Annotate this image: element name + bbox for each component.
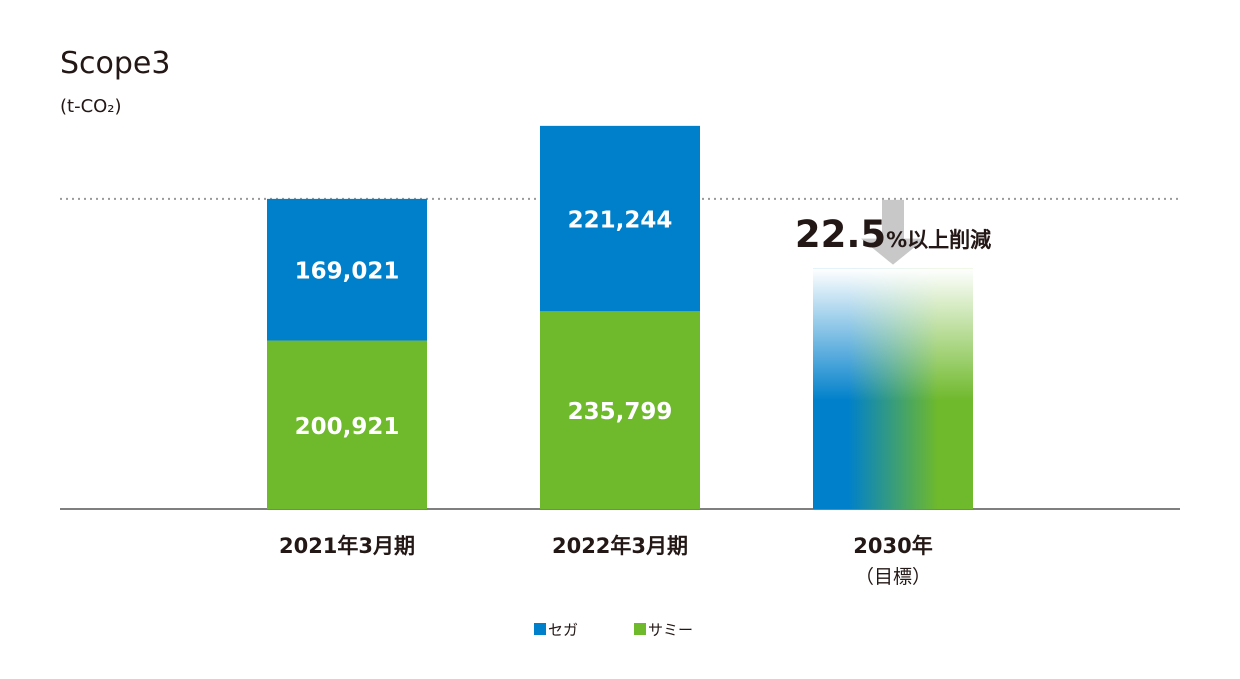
legend-label-サミー: サミー xyxy=(648,621,693,639)
category-label-1: 2022年3月期 xyxy=(552,534,688,558)
legend-swatch-サミー xyxy=(634,623,646,635)
category-sublabel-2: （目標） xyxy=(855,566,931,588)
legend-swatch-セガ xyxy=(534,623,546,635)
bar-label-セガ-0: 169,021 xyxy=(295,259,400,285)
category-labels: 2021年3月期 2022年3月期 2030年 （目標） xyxy=(279,534,933,588)
bar-label-サミー-0: 200,921 xyxy=(295,414,400,440)
bar-セガ-0 xyxy=(267,198,427,341)
unit-label: (t-CO₂) xyxy=(60,96,122,117)
reduction-annotation: 22.5%以上削減 xyxy=(795,213,991,256)
reduction-value: 22.5 xyxy=(795,213,886,256)
target-bar-fade xyxy=(813,268,973,509)
bar-label-サミー-1: 235,799 xyxy=(568,399,673,425)
category-label-0: 2021年3月期 xyxy=(279,534,415,558)
bar-label-セガ-1: 221,244 xyxy=(568,208,673,234)
bar-セガ-1 xyxy=(540,125,700,312)
target-layer: 22.5%以上削減 xyxy=(795,199,991,509)
bars-layer: 200,921 169,021 235,799 221,244 xyxy=(267,125,700,509)
bar-サミー-0 xyxy=(267,340,427,509)
bar-サミー-1 xyxy=(540,311,700,509)
reduction-arrow xyxy=(861,199,925,265)
category-label-2: 2030年 xyxy=(853,534,932,558)
chart-title: Scope3 xyxy=(60,46,170,81)
legend: セガ サミー xyxy=(534,621,693,639)
reduction-suffix: %以上削減 xyxy=(886,228,991,252)
legend-label-セガ: セガ xyxy=(548,621,578,639)
